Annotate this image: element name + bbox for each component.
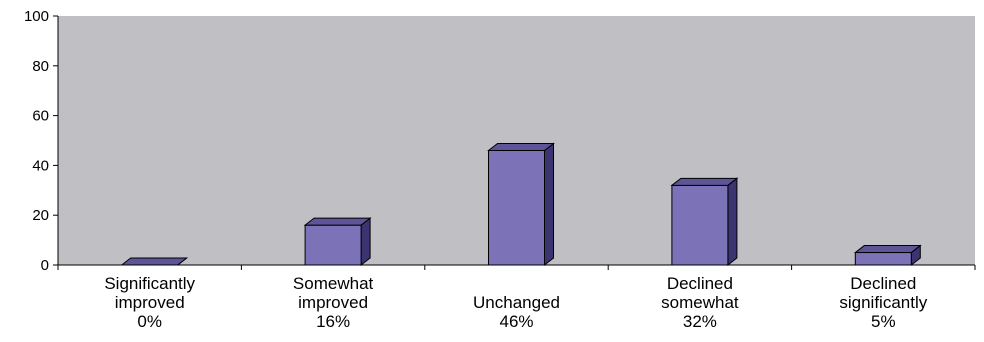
- category-label: Unchanged 46%: [473, 293, 560, 331]
- bar-front: [854, 252, 912, 266]
- category-label-line: somewhat: [661, 293, 739, 312]
- bar-top: [853, 245, 922, 254]
- y-tick-label: 60: [32, 108, 49, 125]
- bar-side: [727, 177, 738, 267]
- category-label-line: 5%: [871, 312, 896, 331]
- category-label-line: improved: [298, 293, 368, 312]
- category-label-line: Unchanged: [473, 293, 560, 312]
- bars: [120, 142, 922, 267]
- category-label: Somewhat improved 16%: [293, 274, 374, 331]
- category-label-line: 16%: [316, 312, 350, 331]
- category-label-line: 46%: [499, 312, 533, 331]
- bar-top: [120, 257, 189, 266]
- bar: [120, 257, 189, 266]
- category-label-line: 0%: [137, 312, 162, 331]
- bar-top: [303, 217, 372, 226]
- category-label-line: significantly: [839, 293, 927, 312]
- bar: [487, 142, 555, 267]
- y-tick-label: 100: [24, 8, 49, 25]
- bar-side: [360, 217, 371, 267]
- category-label-line: 32%: [683, 312, 717, 331]
- category-label: Declined somewhat 32%: [661, 274, 739, 331]
- category-label: Declined significantly 5%: [839, 274, 927, 331]
- bar-front: [304, 224, 362, 266]
- y-tick-label: 80: [32, 58, 49, 75]
- bar-top: [670, 177, 739, 186]
- y-axis: 0 20 40 60 80 100: [24, 8, 59, 274]
- x-axis: [57, 264, 976, 270]
- bar-front: [488, 149, 545, 266]
- bar: [853, 244, 922, 267]
- y-tick-label: 20: [32, 207, 49, 224]
- category-label: Significantly improved 0%: [104, 274, 195, 331]
- category-label-line: Declined: [850, 274, 916, 293]
- bar-front: [671, 184, 729, 266]
- y-tick-label: 40: [32, 157, 49, 174]
- category-label-line: improved: [115, 293, 185, 312]
- bar: [303, 217, 372, 267]
- bar-top: [487, 142, 555, 151]
- category-label-line: Somewhat: [293, 274, 374, 293]
- category-label-line: Declined: [667, 274, 733, 293]
- category-labels: Significantly improved 0%Somewhat improved 1…: [104, 274, 927, 331]
- y-tick-label: 0: [41, 257, 49, 274]
- bar: [670, 177, 739, 267]
- bar-side: [544, 142, 554, 267]
- category-label-line: Significantly: [104, 274, 195, 293]
